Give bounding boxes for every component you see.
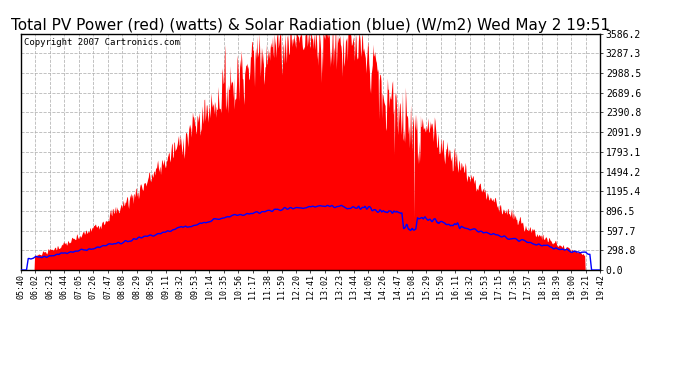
Text: Copyright 2007 Cartronics.com: Copyright 2007 Cartronics.com [23,39,179,48]
Title: Total PV Power (red) (watts) & Solar Radiation (blue) (W/m2) Wed May 2 19:51: Total PV Power (red) (watts) & Solar Rad… [11,18,610,33]
